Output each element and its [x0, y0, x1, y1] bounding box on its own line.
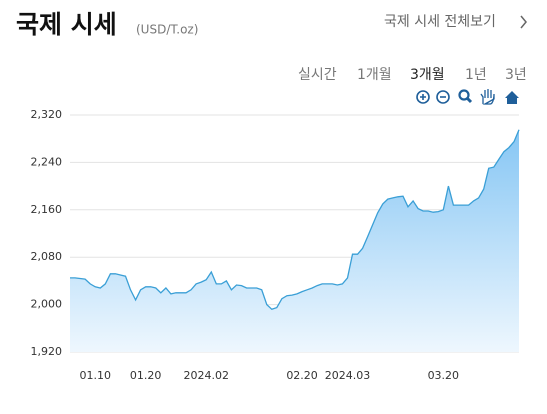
x-tick-label: 03.20: [428, 369, 460, 382]
tab[interactable]: 1개월: [357, 67, 392, 83]
y-tick-label: 2,320: [31, 108, 63, 121]
y-tick-label: 1,920: [31, 345, 63, 358]
zoom-out[interactable]: [436, 90, 450, 104]
view-all-link[interactable]: 국제 시세 전체보기: [384, 14, 527, 30]
y-tick-label: 2,000: [31, 298, 63, 311]
tab[interactable]: 1년: [465, 67, 487, 83]
unit: (USD/T.oz): [136, 23, 198, 37]
x-tick-label: 01.20: [130, 369, 162, 382]
line: [70, 129, 520, 311]
y-tick-label: 2,080: [31, 250, 63, 263]
y-tick-label: 2,160: [31, 203, 63, 216]
tab[interactable]: 3개월: [410, 67, 445, 83]
magnifier[interactable]: [458, 89, 473, 104]
tab[interactable]: 3년: [505, 67, 527, 83]
area: [70, 129, 519, 352]
home[interactable]: [505, 91, 519, 104]
x-tick-label: 2024.02: [183, 369, 229, 382]
title: 국제 시세: [16, 10, 117, 39]
link-text[interactable]: 국제 시세 전체보기: [384, 14, 496, 30]
y-tick-label: 2,240: [31, 155, 63, 168]
chevron[interactable]: [520, 15, 527, 29]
x-tick-label: 01.10: [79, 369, 111, 382]
x-tick-label: 2024.03: [325, 369, 371, 382]
pan[interactable]: [480, 89, 495, 105]
zoom-in[interactable]: [416, 90, 430, 104]
plot: 1,920 2,000 2,080 2,160 2,240 2,320 01.10 01.20…: [31, 108, 520, 382]
x-tick-label: 02.20: [286, 369, 318, 382]
tab[interactable]: 실시간: [298, 67, 337, 83]
